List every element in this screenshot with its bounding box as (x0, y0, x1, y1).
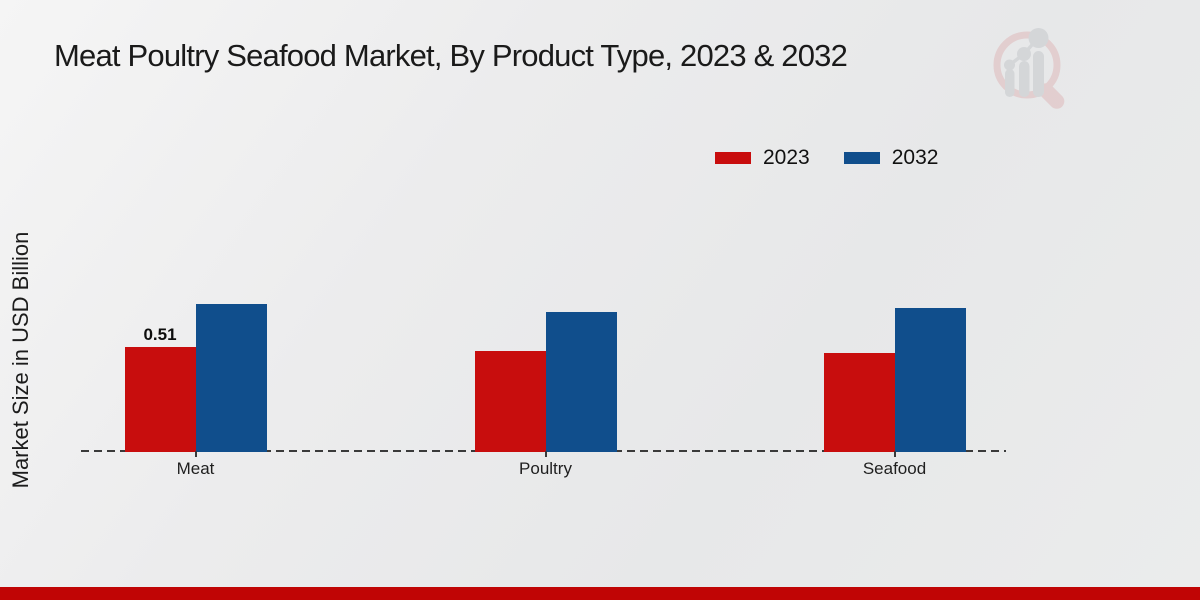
bar-meat-2023 (124, 347, 196, 452)
bar-poultry-2032 (545, 312, 617, 452)
bar-meat-2032 (195, 304, 267, 452)
x-axis-tick-poultry (544, 451, 547, 457)
bar-value-label-meat-2023: 0.51 (143, 325, 177, 344)
legend-item-2023: 2023 (715, 146, 810, 170)
legend-item-2032: 2032 (843, 146, 939, 170)
legend-label-2032: 2032 (891, 146, 939, 169)
x-tick-label-meat: Meat (176, 459, 215, 478)
legend: 2023 2032 (715, 146, 938, 170)
x-tick-label-poultry: Poultry (519, 459, 572, 478)
chart-title: Meat Poultry Seafood Market, By Product … (54, 38, 848, 73)
legend-swatch-2032 (843, 152, 880, 164)
market-research-future-logo-icon (993, 28, 1065, 109)
x-axis-tick-seafood (893, 451, 896, 457)
legend-label-2023: 2023 (763, 146, 810, 169)
footer-accent-bar (0, 587, 1200, 600)
legend-swatch-2023 (715, 152, 751, 164)
x-axis-tick-meat (194, 451, 197, 457)
x-tick-label-seafood: Seafood (862, 459, 927, 478)
bar-poultry-2023 (474, 351, 546, 452)
bar-seafood-2023 (823, 353, 895, 452)
bar-seafood-2032 (894, 308, 966, 452)
